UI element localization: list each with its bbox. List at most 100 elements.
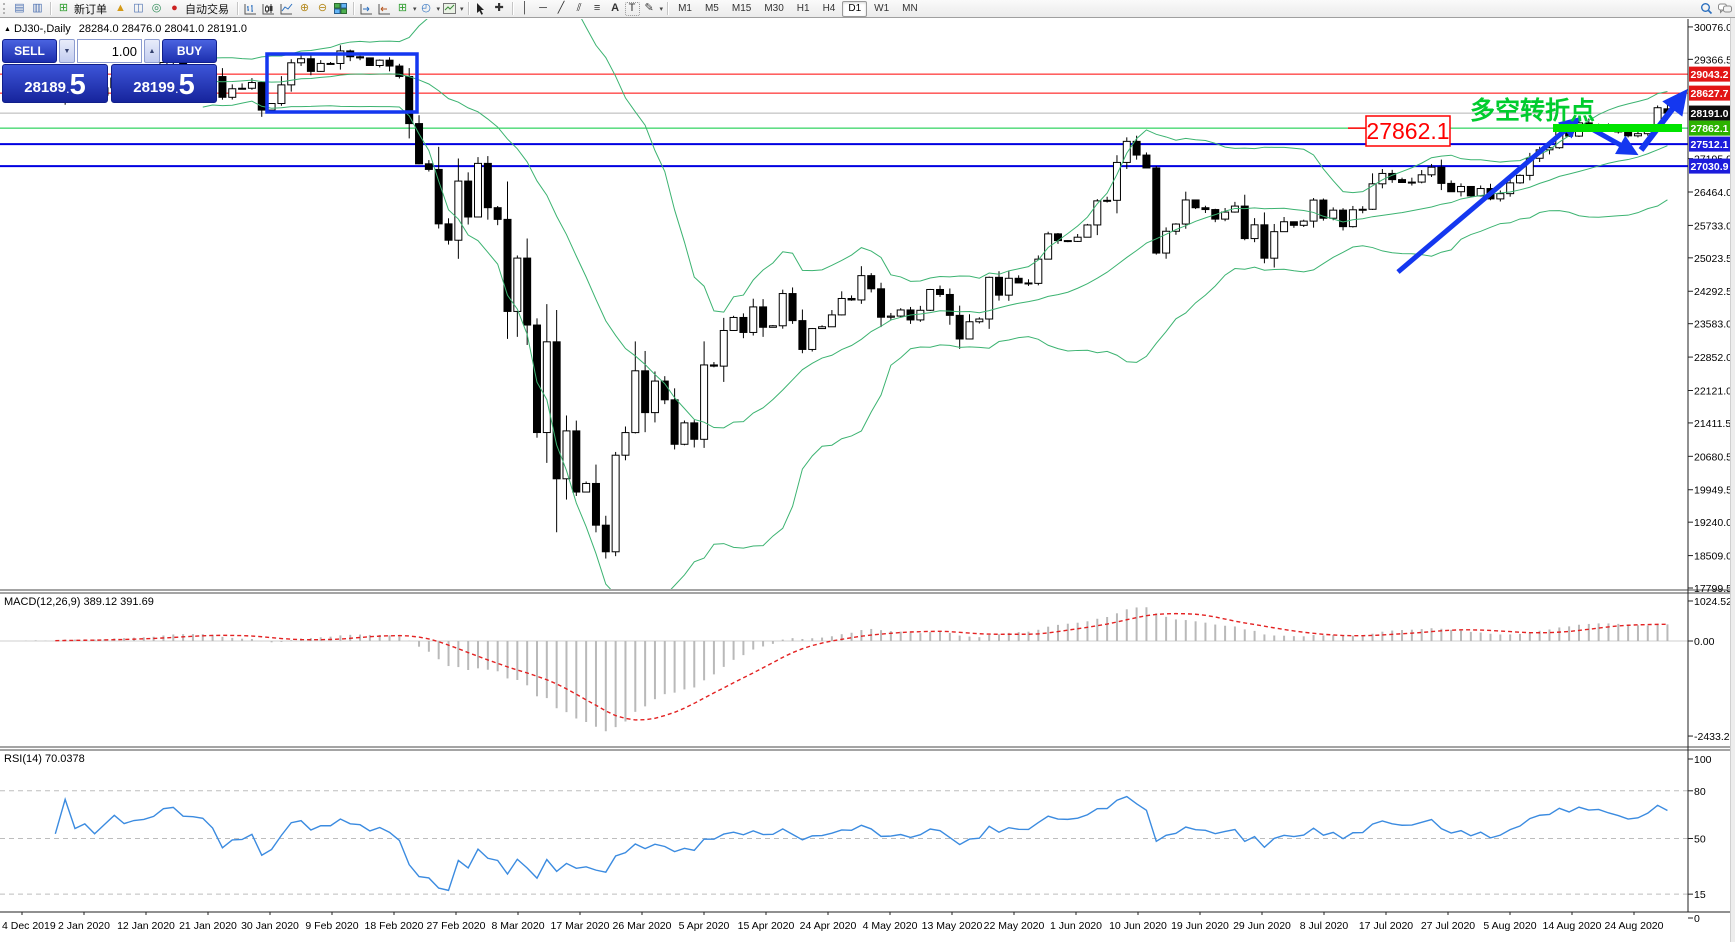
shapes-tool-icon[interactable]: ✎ — [644, 2, 654, 14]
timeframe-m1-button[interactable]: M1 — [678, 3, 692, 14]
date-label[interactable]: 12 Jan 2020 — [117, 920, 175, 932]
date-label[interactable]: 19 Jun 2020 — [1171, 920, 1229, 932]
profiles-icon[interactable]: ▥ — [32, 2, 43, 14]
text-tool-icon[interactable]: A — [611, 2, 620, 14]
trend-arrow-drawing[interactable] — [1396, 116, 1581, 274]
horizontal-line-tool-icon[interactable]: ─ — [539, 2, 547, 14]
date-label[interactable]: 5 Apr 2020 — [679, 920, 730, 932]
date-label[interactable]: 4 May 2020 — [863, 920, 918, 932]
symbol-collapse-icon[interactable]: ▲ — [4, 26, 11, 33]
date-label[interactable]: 24 Apr 2020 — [800, 920, 857, 932]
sell-button[interactable]: SELL — [2, 39, 57, 63]
date-label[interactable]: 1 Jun 2020 — [1050, 920, 1102, 932]
sell-price-display[interactable]: 28189. 5 — [2, 64, 108, 103]
chart-shift-icon[interactable] — [376, 1, 393, 16]
search-icon[interactable] — [1698, 1, 1715, 16]
fibonacci-tool-icon[interactable]: ≡ — [593, 2, 601, 14]
template-icon[interactable] — [441, 1, 458, 16]
label-tool-icon[interactable]: T — [624, 1, 640, 16]
new-order-icon[interactable]: ⊞ — [58, 2, 69, 14]
bull-candle — [1329, 209, 1338, 219]
period-clock-icon[interactable]: ◴ — [421, 2, 431, 14]
timeframe-m15-button[interactable]: M15 — [731, 3, 752, 14]
toolbar-drag-handle[interactable] — [3, 3, 7, 14]
bar-chart-mode-icon[interactable] — [242, 1, 259, 16]
auto-scroll-icon[interactable] — [358, 1, 375, 16]
autotrading-label[interactable]: 自动交易 — [185, 3, 229, 16]
timeframe-h4-button[interactable]: H4 — [822, 3, 836, 14]
volume-decrease-button[interactable]: ▼ — [59, 39, 75, 63]
tile-windows-icon[interactable] — [332, 1, 349, 16]
bear-candle — [867, 275, 876, 290]
candlestick-mode-icon[interactable] — [260, 1, 277, 16]
buy-price-display[interactable]: 28199. 5 — [111, 64, 217, 103]
date-label[interactable]: 9 Feb 2020 — [305, 920, 358, 932]
cursor-tool-icon[interactable] — [473, 1, 490, 16]
timeframe-h1-button[interactable]: H1 — [796, 3, 810, 14]
date-label[interactable]: 17 Mar 2020 — [551, 920, 610, 932]
chat-icon[interactable] — [1716, 1, 1733, 16]
date-label[interactable]: 18 Feb 2020 — [365, 920, 424, 932]
timeframe-mn-button[interactable]: MN — [902, 3, 918, 14]
buy-button[interactable]: BUY — [162, 39, 217, 63]
template-dropdown-icon[interactable]: ▾ — [460, 5, 464, 13]
timeframe-w1-button[interactable]: W1 — [874, 3, 890, 14]
crosshair-tool-icon[interactable]: ✚ — [494, 2, 504, 14]
period-dropdown-icon[interactable]: ▾ — [436, 5, 441, 13]
date-label[interactable]: 29 Jun 2020 — [1233, 920, 1291, 932]
vertical-line-tool-icon[interactable]: │ — [521, 2, 529, 14]
date-label[interactable]: 13 May 2020 — [922, 920, 983, 932]
date-label[interactable]: 27 Feb 2020 — [427, 920, 486, 932]
blue-rectangle-drawing[interactable] — [265, 52, 419, 114]
date-label[interactable]: 15 Apr 2020 — [738, 920, 795, 932]
date-label[interactable]: 22 May 2020 — [984, 920, 1045, 932]
bear-candle — [434, 168, 443, 225]
terminal-icon[interactable]: ◫ — [133, 2, 144, 14]
date-label[interactable]: 17 Jul 2020 — [1359, 920, 1413, 932]
date-label[interactable]: 10 Jun 2020 — [1109, 920, 1167, 932]
date-label[interactable]: 14 Aug 2020 — [1543, 920, 1602, 932]
zoom-out-icon[interactable]: ⊖ — [317, 2, 328, 14]
date-label[interactable]: 2 Jan 2020 — [58, 920, 110, 932]
timeframe-d1-button[interactable]: D1 — [842, 0, 868, 17]
indicators-add-icon[interactable]: ⊞ — [397, 2, 408, 14]
timeframe-m5-button[interactable]: M5 — [704, 3, 719, 14]
price-flag-box[interactable] — [1365, 115, 1451, 147]
timeframe-m30-button[interactable]: M30 — [764, 3, 784, 14]
date-label[interactable]: 8 Mar 2020 — [491, 920, 544, 932]
bear-candle — [464, 180, 473, 218]
line-chart-mode-icon[interactable] — [278, 1, 295, 16]
new-order-label[interactable]: 新订单 — [74, 3, 107, 16]
bull-candle — [818, 326, 827, 330]
date-label[interactable]: 27 Jul 2020 — [1421, 920, 1475, 932]
indicators-dropdown-icon[interactable]: ▾ — [413, 5, 417, 13]
bear-candle — [1014, 277, 1023, 284]
shapes-dropdown-icon[interactable]: ▾ — [659, 5, 664, 13]
bull-candle — [1407, 181, 1416, 184]
market-watch-icon[interactable]: ▲ — [115, 2, 126, 14]
bear-candle — [1201, 207, 1210, 211]
date-label[interactable]: 8 Jul 2020 — [1300, 920, 1349, 932]
zoom-in-icon[interactable]: ⊕ — [299, 2, 310, 14]
date-label[interactable]: 21 Jan 2020 — [179, 920, 237, 932]
volume-input[interactable] — [77, 39, 142, 63]
autotrading-icon[interactable]: ● — [171, 2, 178, 14]
date-label[interactable]: 4 Dec 2019 — [2, 920, 56, 932]
trend-arrow-drawing[interactable] — [1638, 88, 1688, 152]
date-label[interactable]: 30 Jan 2020 — [241, 920, 299, 932]
volume-increase-button[interactable]: ▲ — [144, 39, 160, 63]
bull-candle — [837, 297, 846, 316]
date-label[interactable]: 26 Mar 2020 — [613, 920, 672, 932]
date-label[interactable]: 24 Aug 2020 — [1605, 920, 1664, 932]
bollinger-bands — [202, 19, 1668, 589]
bear-candle — [1339, 209, 1348, 228]
rsi-tick-label: 80 — [1694, 786, 1706, 798]
bull-candle — [267, 103, 276, 111]
bear-candle — [591, 482, 600, 526]
signals-icon[interactable]: ◎ — [151, 2, 162, 14]
channel-tool-icon[interactable]: ⫽ — [576, 2, 582, 14]
trendline-tool-icon[interactable]: ╱ — [557, 2, 565, 14]
date-label[interactable]: 5 Aug 2020 — [1483, 920, 1536, 932]
chart-window-icon[interactable]: ▤ — [14, 2, 25, 14]
